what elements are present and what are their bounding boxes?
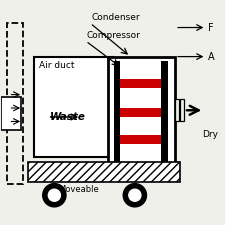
Text: Waste: Waste [50,112,86,122]
Bar [120,108,161,117]
Bar [180,99,184,122]
Circle shape [129,189,141,201]
Bar [114,61,120,162]
Circle shape [43,184,66,207]
Text: A: A [207,52,214,62]
Bar [175,99,179,122]
Bar [120,135,161,144]
Text: F: F [207,22,213,33]
Bar [34,57,112,157]
Text: Dry: Dry [202,130,218,139]
Bar [7,23,23,184]
Bar [27,162,180,182]
Bar [120,79,161,88]
Circle shape [123,184,146,207]
Text: Moveable: Moveable [58,185,99,194]
Bar [1,97,21,130]
Text: Air duct: Air duct [39,61,74,70]
Bar [108,57,175,168]
Bar [161,61,167,162]
Text: Compressor: Compressor [87,31,141,40]
Text: Condenser: Condenser [91,13,140,22]
Circle shape [48,189,60,201]
